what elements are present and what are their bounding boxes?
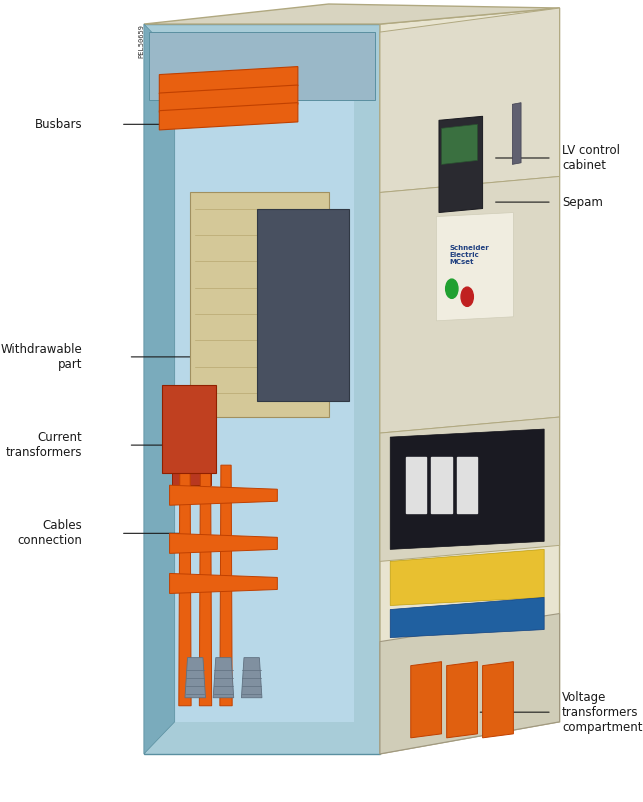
Text: LV control
cabinet: LV control cabinet (562, 144, 620, 172)
Polygon shape (179, 465, 191, 706)
Polygon shape (149, 32, 375, 100)
Text: Voltage
transformers
compartment: Voltage transformers compartment (562, 691, 642, 734)
Polygon shape (170, 485, 277, 505)
Polygon shape (162, 385, 216, 473)
Text: Schneider
Electric
MCset: Schneider Electric MCset (449, 245, 489, 265)
Text: Withdrawable
part: Withdrawable part (1, 343, 82, 371)
Polygon shape (144, 24, 380, 754)
Polygon shape (159, 67, 298, 94)
Polygon shape (220, 465, 232, 706)
Text: Sepam: Sepam (562, 196, 603, 209)
Bar (431, 457, 452, 513)
Polygon shape (512, 103, 521, 164)
Polygon shape (411, 662, 442, 738)
Polygon shape (144, 4, 559, 24)
Polygon shape (380, 8, 559, 754)
Text: Cables
connection: Cables connection (17, 520, 82, 547)
Polygon shape (437, 213, 513, 321)
Polygon shape (213, 658, 233, 698)
Polygon shape (380, 614, 559, 754)
Polygon shape (170, 533, 277, 553)
Polygon shape (257, 209, 349, 401)
Polygon shape (199, 465, 212, 706)
Polygon shape (241, 658, 262, 698)
Polygon shape (380, 176, 559, 433)
Circle shape (446, 279, 458, 298)
Polygon shape (190, 192, 329, 417)
Polygon shape (483, 662, 513, 738)
Circle shape (461, 287, 473, 306)
Polygon shape (175, 56, 354, 722)
Polygon shape (159, 85, 298, 112)
Text: Busbars: Busbars (35, 118, 82, 131)
Polygon shape (380, 417, 559, 561)
Polygon shape (390, 549, 544, 606)
Polygon shape (447, 662, 478, 738)
Polygon shape (185, 658, 206, 698)
Polygon shape (172, 397, 211, 485)
Bar (406, 457, 426, 513)
Polygon shape (439, 116, 483, 213)
Polygon shape (170, 573, 277, 593)
Polygon shape (380, 8, 559, 192)
Polygon shape (144, 24, 175, 754)
Polygon shape (159, 103, 298, 130)
Polygon shape (390, 429, 544, 549)
Polygon shape (442, 124, 478, 164)
Bar (457, 457, 478, 513)
Text: Current
transformers: Current transformers (6, 431, 82, 459)
Text: PEL50659: PEL50659 (138, 24, 145, 58)
Polygon shape (390, 597, 544, 638)
